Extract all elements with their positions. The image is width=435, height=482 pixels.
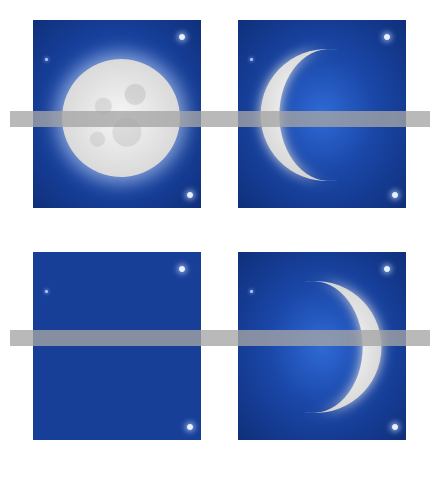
- star-icon: [179, 266, 185, 272]
- watermark-band-bottom: [10, 330, 430, 346]
- moon-panel-new: [33, 252, 201, 440]
- star-icon: [250, 58, 253, 61]
- waxing-crescent-icon: [260, 48, 338, 182]
- star-icon: [187, 424, 193, 430]
- star-icon: [392, 424, 398, 430]
- waning-crescent-icon: [304, 281, 382, 413]
- star-icon: [45, 290, 48, 293]
- star-icon: [250, 290, 253, 293]
- moon-panel-crescent-right: [238, 252, 406, 440]
- watermark-band-top: [10, 111, 430, 127]
- star-icon: [179, 34, 185, 40]
- star-icon: [187, 192, 193, 198]
- star-icon: [384, 34, 390, 40]
- star-icon: [384, 266, 390, 272]
- star-icon: [392, 192, 398, 198]
- star-icon: [45, 58, 48, 61]
